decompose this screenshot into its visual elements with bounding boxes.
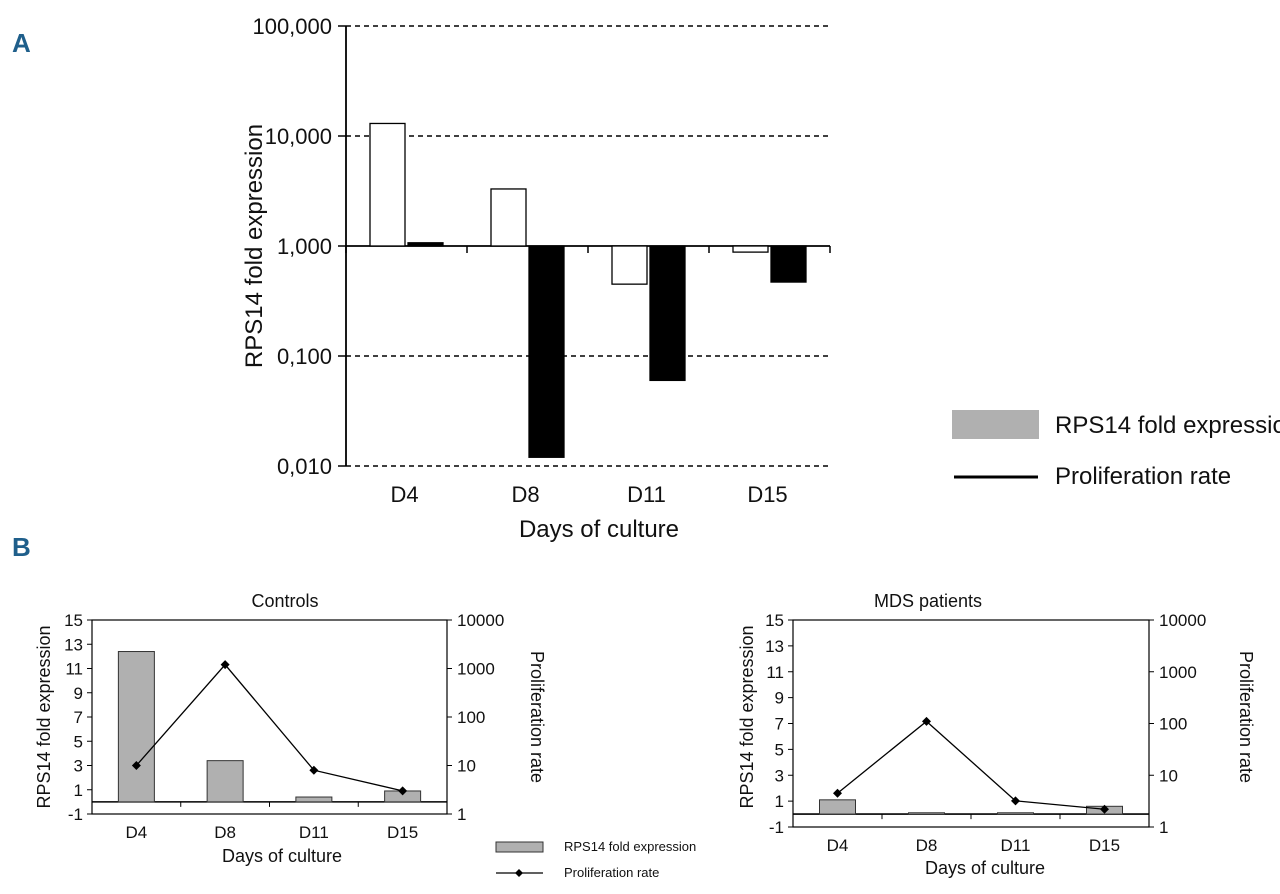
chart-b-controls-line-marker bbox=[131, 761, 141, 770]
legend-a-gray-swatch bbox=[952, 410, 1039, 439]
chart-b-mds-ytick-label: 11 bbox=[766, 663, 784, 682]
chart-b-mds-y2label: Proliferation rate bbox=[1236, 651, 1256, 783]
chart-b-mds-y2tick-label: 10 bbox=[1159, 766, 1178, 785]
chart-b-mds-ytick-label: 5 bbox=[775, 740, 784, 759]
chart-b-mds-xtick-label: D8 bbox=[916, 836, 938, 855]
chart-b-mds-xtick-label: D15 bbox=[1089, 836, 1120, 855]
legend-a: RPS14 fold expression Proliferation rate bbox=[952, 410, 1280, 490]
chart-b-mds-line-marker bbox=[1100, 804, 1109, 814]
chart-b-mds-ylabel: RPS14 fold expression bbox=[737, 625, 757, 808]
chart-b-controls-y2tick-label: 1 bbox=[457, 805, 466, 824]
chart-a-bar-controls bbox=[732, 245, 769, 253]
chart-b-mds-y2tick-label: 100 bbox=[1159, 715, 1187, 734]
chart-b-controls-ytick-label: 13 bbox=[64, 635, 83, 654]
chart-b-mds-ytick-label: 7 bbox=[775, 715, 784, 734]
chart-b-mds-ytick-label: -1 bbox=[769, 818, 784, 837]
chart-b-controls-xtick-label: D4 bbox=[126, 823, 148, 842]
chart-b-mds-xtick-label: D4 bbox=[827, 836, 849, 855]
chart-a-xtick-label: D8 bbox=[511, 482, 539, 507]
chart-a-xtick-label: D11 bbox=[627, 482, 666, 507]
legend-b-proliferation-label: Proliferation rate bbox=[564, 865, 659, 880]
chart-a: RPS14 fold expression Days of culture 10… bbox=[241, 14, 831, 543]
chart-a-ytick-label: 0,100 bbox=[277, 344, 332, 369]
chart-b-controls-title: Controls bbox=[251, 591, 318, 611]
legend-b-bar-swatch bbox=[495, 841, 544, 853]
chart-a-ytick-label: 0,010 bbox=[277, 454, 332, 479]
chart-b-mds-ytick-label: 13 bbox=[765, 637, 784, 656]
chart-b-mds-y2tick-label: 1 bbox=[1159, 818, 1168, 837]
chart-b-controls: Controls RPS14 fold expression Prolifera… bbox=[34, 591, 547, 866]
chart-b-mds-ytick-label: 15 bbox=[765, 611, 784, 630]
chart-b-mds-proliferation-line bbox=[837, 720, 1105, 810]
chart-b-controls-bar bbox=[295, 796, 333, 803]
chart-b-mds-ytick-label: 9 bbox=[775, 689, 784, 708]
chart-b-mds-ytick-label: 1 bbox=[775, 792, 784, 811]
panel-label-b: B bbox=[12, 532, 31, 562]
legend-a-proliferation-label: Proliferation rate bbox=[1055, 463, 1231, 490]
chart-b-controls-y2label: Proliferation rate bbox=[527, 651, 547, 783]
chart-a-bar-mds bbox=[407, 242, 444, 247]
chart-b-controls-ytick-label: 11 bbox=[65, 660, 83, 679]
chart-b-controls-y2tick-label: 1000 bbox=[457, 660, 495, 679]
chart-b-controls-xtick-label: D15 bbox=[387, 823, 418, 842]
chart-a-ytick-label: 10,000 bbox=[265, 124, 332, 149]
chart-a-bar-mds bbox=[649, 245, 686, 382]
chart-b-mds-bar bbox=[997, 812, 1034, 815]
legend-a-rps14-label: RPS14 fold expression bbox=[1055, 412, 1280, 439]
chart-b-mds-bar bbox=[908, 812, 945, 815]
chart-a-xtick-label: D4 bbox=[390, 482, 418, 507]
chart-b-controls-y2tick-label: 100 bbox=[457, 708, 485, 727]
chart-b-controls-bar bbox=[206, 760, 244, 803]
chart-b-controls-ytick-label: 15 bbox=[64, 611, 83, 630]
chart-b-mds-title: MDS patients bbox=[874, 591, 982, 611]
legend-b-marker-swatch bbox=[515, 869, 523, 877]
chart-b-controls-ytick-label: 7 bbox=[74, 708, 83, 727]
chart-b-mds-y2tick-label: 1000 bbox=[1159, 663, 1197, 682]
chart-b-controls-y2tick-label: 10000 bbox=[457, 611, 504, 630]
chart-b-mds-xtick-label: D11 bbox=[1001, 836, 1031, 855]
chart-b-controls-ytick-label: 9 bbox=[74, 684, 83, 703]
chart-b-controls-line-marker bbox=[309, 765, 319, 775]
chart-b-mds-bar bbox=[819, 799, 856, 815]
chart-a-bar-controls bbox=[611, 245, 648, 285]
chart-b-controls-ytick-label: 5 bbox=[74, 732, 83, 751]
chart-b-mds-line-marker bbox=[833, 788, 842, 798]
chart-a-xtick-label: D15 bbox=[747, 482, 787, 507]
chart-b-mds-ytick-label: 3 bbox=[775, 766, 784, 785]
chart-b-mds-line-marker bbox=[922, 716, 931, 726]
chart-b-mds-plot-frame bbox=[792, 619, 1150, 828]
chart-b-mds-line-marker bbox=[1011, 796, 1020, 806]
chart-b-controls-ytick-label: 3 bbox=[74, 757, 83, 776]
chart-a-ytick-label: 100,000 bbox=[252, 14, 332, 39]
chart-b-controls-ytick-label: 1 bbox=[74, 781, 83, 800]
chart-b-controls-line-marker bbox=[220, 660, 230, 670]
chart-b-controls-xlabel: Days of culture bbox=[222, 846, 342, 866]
panel-label-a: A bbox=[12, 28, 31, 58]
chart-b-controls-ytick-label: -1 bbox=[68, 805, 83, 824]
chart-b-controls-y2tick-label: 10 bbox=[457, 757, 476, 776]
chart-b-controls-proliferation-line bbox=[135, 663, 403, 792]
chart-a-ylabel: RPS14 fold expression bbox=[241, 124, 268, 368]
chart-a-ytick-label: 1,000 bbox=[277, 234, 332, 259]
chart-b-controls-ylabel: RPS14 fold expression bbox=[34, 625, 54, 808]
chart-b-controls-line-marker bbox=[398, 786, 408, 796]
chart-a-bar-mds bbox=[770, 245, 807, 283]
legend-b: RPS14 fold expression Proliferation rate bbox=[495, 839, 696, 880]
legend-b-rps14-label: RPS14 fold expression bbox=[564, 839, 696, 854]
chart-a-xlabel: Days of culture bbox=[519, 516, 679, 543]
chart-b-controls-bar bbox=[117, 651, 155, 803]
chart-b-controls-xtick-label: D8 bbox=[214, 823, 236, 842]
chart-b-mds-y2tick-label: 10000 bbox=[1159, 611, 1206, 630]
chart-b-mds-xlabel: Days of culture bbox=[925, 858, 1045, 878]
chart-b-mds: MDS patients RPS14 fold expression Proli… bbox=[737, 591, 1256, 878]
chart-a-bar-controls bbox=[369, 122, 406, 247]
chart-b-controls-xtick-label: D11 bbox=[299, 823, 329, 842]
chart-a-bar-mds bbox=[528, 245, 565, 458]
chart-a-bar-controls bbox=[490, 188, 527, 247]
